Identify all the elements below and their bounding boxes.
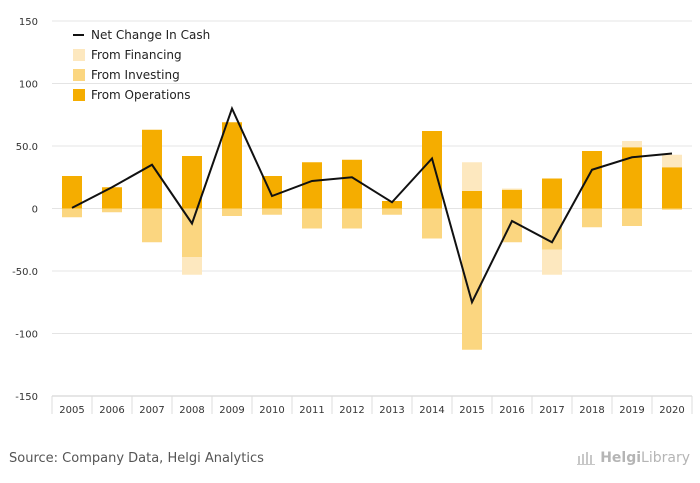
x-tick-label: 2009 bbox=[219, 405, 244, 416]
x-tick-label: 2007 bbox=[139, 405, 164, 416]
x-tick-label: 2011 bbox=[299, 405, 324, 416]
x-tick-label: 2010 bbox=[259, 405, 284, 416]
bar-from-investing-2013 bbox=[382, 208, 402, 215]
bar-from-operations-2016 bbox=[502, 189, 522, 209]
legend-label: Net Change In Cash bbox=[91, 28, 210, 42]
bar-from-operations-2008 bbox=[182, 156, 202, 209]
bar-from-investing-2015 bbox=[462, 208, 482, 350]
bar-from-investing-2016 bbox=[502, 208, 522, 243]
bar-from-operations-2012 bbox=[342, 159, 362, 209]
y-tick-label: -50.0 bbox=[12, 267, 38, 278]
legend-label: From Operations bbox=[91, 88, 191, 102]
x-tick-label: 2012 bbox=[339, 405, 364, 416]
bar-from-investing-2019 bbox=[622, 208, 642, 226]
brand-sub: Library bbox=[641, 450, 690, 466]
bar-from-operations-2017 bbox=[542, 178, 562, 209]
x-tick-label: 2016 bbox=[499, 405, 524, 416]
x-tick-label: 2005 bbox=[59, 405, 84, 416]
y-tick-label: 150 bbox=[19, 17, 38, 28]
y-tick-label: 50.0 bbox=[16, 142, 38, 153]
bar-from-operations-2005 bbox=[62, 176, 82, 209]
bar-from-operations-2007 bbox=[142, 129, 162, 209]
bar-from-financing-2020 bbox=[662, 154, 682, 168]
legend-swatch bbox=[73, 69, 85, 81]
legend-swatch bbox=[73, 89, 85, 101]
x-tick-label: 2018 bbox=[579, 405, 604, 416]
y-tick-label: -100 bbox=[15, 330, 38, 341]
bar-from-operations-2020 bbox=[662, 167, 682, 209]
legend-label: From Investing bbox=[91, 68, 180, 82]
bar-from-investing-2018 bbox=[582, 208, 602, 228]
x-tick-label: 2006 bbox=[99, 405, 124, 416]
bar-from-operations-2018 bbox=[582, 151, 602, 209]
bar-from-financing-2008 bbox=[182, 257, 202, 275]
x-tick-label: 2015 bbox=[459, 405, 484, 416]
net-change-line bbox=[71, 105, 673, 306]
bar-from-financing-2015 bbox=[462, 162, 482, 191]
bar-from-financing-2017 bbox=[542, 249, 562, 275]
net-change-line-group bbox=[71, 105, 673, 306]
y-axis: 150 100 50.0 0 -50.0 -100 -150 bbox=[12, 17, 38, 403]
bar-from-operations-2013 bbox=[382, 201, 402, 209]
bar-from-operations-2014 bbox=[422, 131, 442, 209]
bar-from-investing-2005 bbox=[62, 208, 82, 218]
bar-from-investing-2006 bbox=[102, 208, 122, 213]
x-tick-label: 2017 bbox=[539, 405, 564, 416]
y-tick-label: 0 bbox=[32, 205, 38, 216]
bar-from-operations-2006 bbox=[102, 187, 122, 209]
bar-from-investing-2008 bbox=[182, 208, 202, 258]
bar-from-operations-2019 bbox=[622, 147, 642, 209]
bars-group bbox=[62, 122, 682, 350]
bar-from-investing-2020 bbox=[662, 208, 682, 210]
x-tick-label: 2013 bbox=[379, 405, 404, 416]
legend-swatch bbox=[73, 49, 85, 61]
x-tick-label: 2020 bbox=[659, 405, 684, 416]
legend: Net Change In Cash From Financing From Inv… bbox=[73, 28, 210, 102]
bar-from-investing-2007 bbox=[142, 208, 162, 243]
bar-from-operations-2009 bbox=[222, 122, 242, 209]
bar-from-operations-2011 bbox=[302, 162, 322, 209]
brand-logo: HelgiLibrary bbox=[577, 450, 690, 469]
bar-from-investing-2012 bbox=[342, 208, 362, 229]
x-tick-label: 2014 bbox=[419, 405, 444, 416]
bar-from-financing-2016 bbox=[502, 188, 522, 190]
bar-from-investing-2009 bbox=[222, 208, 242, 216]
source-note: Source: Company Data, Helgi Analytics bbox=[9, 451, 264, 466]
brand-main: Helgi bbox=[600, 450, 642, 466]
x-tick-label: 2019 bbox=[619, 405, 644, 416]
bar-from-investing-2014 bbox=[422, 208, 442, 239]
y-tick-label: 100 bbox=[19, 80, 38, 91]
library-building-icon bbox=[577, 451, 597, 469]
y-tick-label: -150 bbox=[15, 392, 38, 403]
x-tick-label: 2008 bbox=[179, 405, 204, 416]
bar-from-investing-2010 bbox=[262, 208, 282, 215]
bar-from-operations-2015 bbox=[462, 191, 482, 209]
bar-from-financing-2019 bbox=[622, 141, 642, 148]
x-axis: 2005 2006 2007 2008 2009 2010 2011 2012 2013 2014… bbox=[51, 395, 693, 416]
bar-from-investing-2011 bbox=[302, 208, 322, 229]
legend-label: From Financing bbox=[91, 48, 182, 62]
